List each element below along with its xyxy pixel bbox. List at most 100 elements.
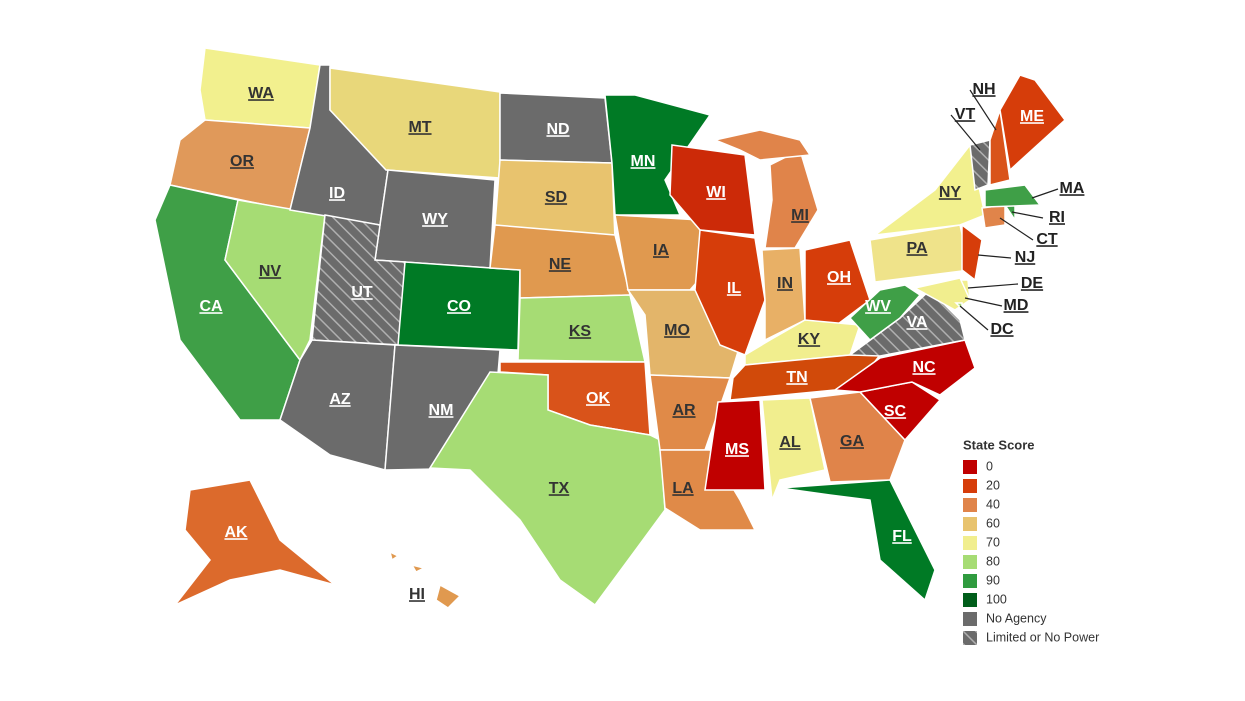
state-label: WA xyxy=(248,85,274,102)
legend-swatch xyxy=(963,593,977,607)
state-shape xyxy=(872,143,986,237)
state-label: MD xyxy=(1004,297,1029,314)
state-label: CA xyxy=(199,298,223,315)
state-label: CO xyxy=(447,298,471,315)
leader-line xyxy=(967,283,1019,289)
state-label: MS xyxy=(725,441,749,458)
state-labels: WA OR CA NV ID MT WY UT CO AZ NM ND SD NE KS OK TX MN IA MO… xyxy=(199,81,1084,603)
state-label: OH xyxy=(827,269,851,286)
state-label: WI xyxy=(706,184,726,201)
state-shape xyxy=(761,247,806,342)
state-shape xyxy=(388,550,400,562)
state-label: FL xyxy=(892,528,912,545)
state-label: IN xyxy=(777,275,793,292)
state-shape xyxy=(832,339,976,396)
state-label: WY xyxy=(422,211,448,228)
legend-label: 20 xyxy=(986,478,1000,492)
legend-swatch xyxy=(963,517,977,531)
state-label: KS xyxy=(569,323,592,340)
state-label: MI xyxy=(791,207,809,224)
state-label: AZ xyxy=(329,391,351,408)
state-label: IL xyxy=(727,280,741,297)
state-label: NJ xyxy=(1015,249,1035,266)
state-label: KY xyxy=(798,331,821,348)
state-shape xyxy=(848,284,922,342)
legend-swatch xyxy=(963,612,977,626)
state-label: VA xyxy=(906,314,927,331)
state-label: MT xyxy=(408,119,431,136)
state-label: LA xyxy=(672,480,694,497)
leader-line xyxy=(950,114,981,151)
legend-swatch xyxy=(963,460,977,474)
state-label: HI xyxy=(409,586,425,603)
state-label: TN xyxy=(786,369,807,386)
state-label: PA xyxy=(906,240,927,257)
state-label: OK xyxy=(586,390,610,407)
state-shape xyxy=(669,144,756,236)
legend-label: 0 xyxy=(986,459,993,473)
legend-label: 80 xyxy=(986,554,1000,568)
state-shape xyxy=(969,139,991,192)
state-label: AL xyxy=(779,434,801,451)
state-label: DE xyxy=(1021,275,1044,292)
state-shape xyxy=(435,583,462,609)
state-shape xyxy=(954,302,963,311)
state-label: NH xyxy=(972,81,995,98)
state-shape xyxy=(704,399,766,491)
state-shape xyxy=(764,148,819,249)
legend-label: 90 xyxy=(986,573,1000,587)
state-label: UT xyxy=(351,284,373,301)
state-shape xyxy=(984,184,1042,208)
state-label: AR xyxy=(672,402,696,419)
legend-swatch xyxy=(963,574,977,588)
state-shape xyxy=(761,397,826,501)
legend-swatch xyxy=(963,498,977,512)
state-label: OR xyxy=(230,153,254,170)
leader-line xyxy=(969,89,997,131)
legend-label: 100 xyxy=(986,592,1007,606)
states xyxy=(154,47,1067,609)
state-label: NV xyxy=(259,263,282,280)
legend-label: 60 xyxy=(986,516,1000,530)
state-shape xyxy=(779,479,936,602)
state-label: NM xyxy=(429,402,454,419)
state-label: TX xyxy=(549,480,570,497)
legend-label: No Agency xyxy=(986,611,1047,625)
state-shape xyxy=(912,277,971,311)
legend-swatch xyxy=(963,536,977,550)
state-label: AK xyxy=(224,524,248,541)
state-label: ND xyxy=(546,121,569,138)
state-label: SD xyxy=(545,189,567,206)
state-label: SC xyxy=(884,403,907,420)
state-shape xyxy=(410,563,427,573)
state-shape xyxy=(999,74,1067,172)
legend-label: Limited or No Power xyxy=(986,630,1099,644)
state-shape xyxy=(329,67,501,179)
state-shape xyxy=(174,479,336,606)
leader-line xyxy=(1031,188,1059,199)
legend-label: 70 xyxy=(986,535,1000,549)
state-shape xyxy=(961,223,983,282)
state-label: VT xyxy=(955,106,976,123)
state-label: NE xyxy=(549,256,572,273)
legend-label: 40 xyxy=(986,497,1000,511)
leader-line xyxy=(999,217,1034,241)
leader-line xyxy=(977,254,1012,259)
state-label: NY xyxy=(939,184,962,201)
state-label: GA xyxy=(840,433,864,450)
state-shape xyxy=(809,391,906,483)
state-label: RI xyxy=(1049,209,1065,226)
state-label: NC xyxy=(912,359,936,376)
state-label: WV xyxy=(865,298,891,315)
legend-swatch xyxy=(963,479,977,493)
state-shape xyxy=(428,371,666,607)
state-label: IA xyxy=(653,242,669,259)
leader-line xyxy=(964,297,1003,307)
state-shape xyxy=(804,239,871,331)
leader-line xyxy=(1011,211,1044,219)
legend: State Score 0 20 40 60 70 80 90 100 No Agency Lim… xyxy=(963,437,1099,645)
legend-title: State Score xyxy=(963,437,1035,452)
state-shape xyxy=(981,204,1006,229)
state-label: CT xyxy=(1036,231,1058,248)
